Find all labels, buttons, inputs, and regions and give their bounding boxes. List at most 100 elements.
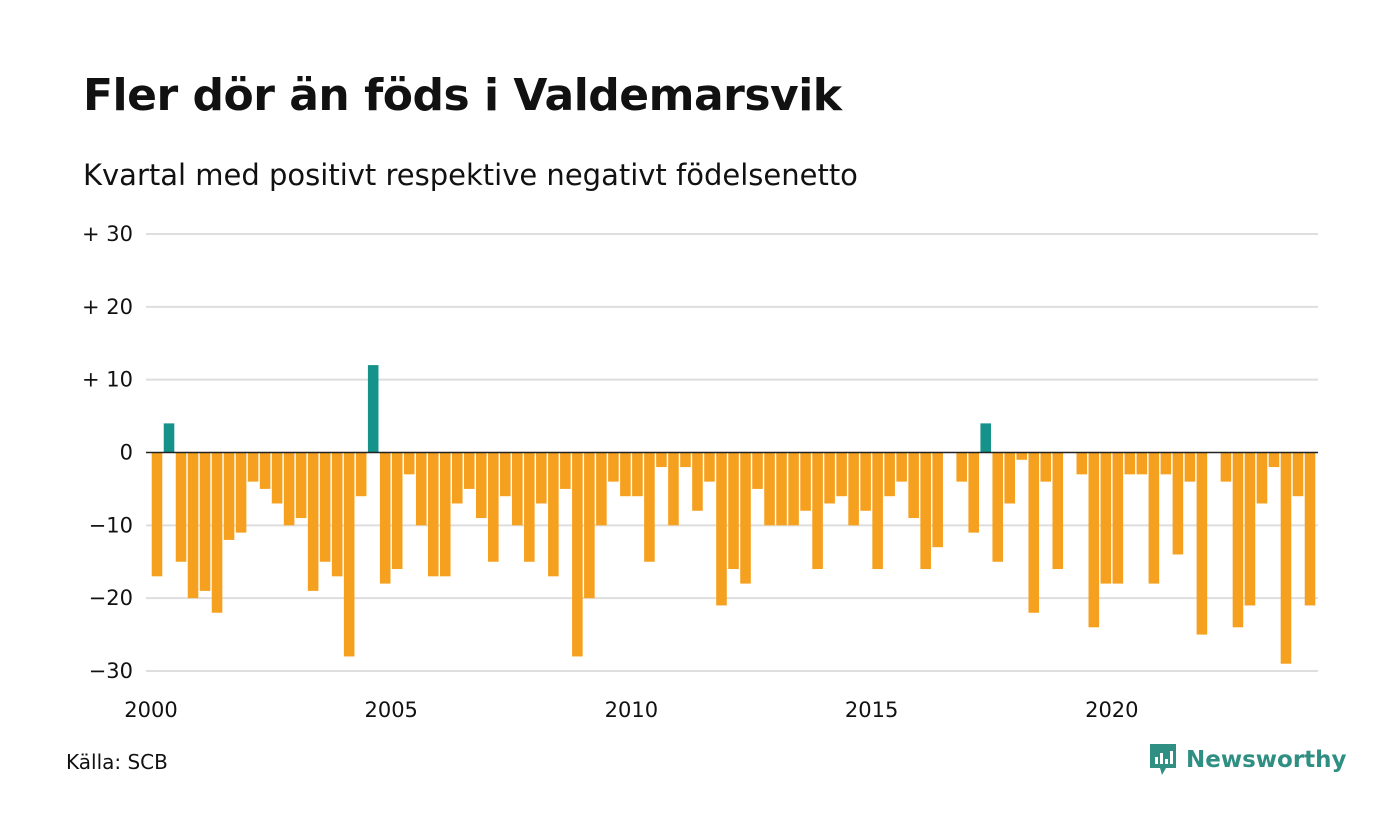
bar-negative <box>1304 452 1316 606</box>
bar-negative <box>536 452 547 504</box>
bar-negative <box>860 452 871 511</box>
bar-negative <box>872 452 883 570</box>
bar-negative <box>439 452 451 577</box>
bar-negative <box>488 452 499 562</box>
bar-negative <box>259 452 271 489</box>
bar-negative <box>764 452 775 526</box>
bar-positive <box>367 365 379 453</box>
bar-negative <box>884 452 895 497</box>
bar-negative <box>584 452 595 599</box>
bar-negative <box>548 452 559 577</box>
bar-negative <box>716 452 727 606</box>
axes: + 30 + 20 + 10 0 −10 −20 −30 2000 2005 2010 2015 20… <box>82 222 1318 722</box>
bar-negative <box>824 452 835 504</box>
y-tick-label: + 10 <box>82 368 133 392</box>
bar-negative <box>1016 452 1028 460</box>
bar-negative <box>572 452 583 657</box>
bar-negative <box>391 452 403 570</box>
bar-negative <box>968 452 979 533</box>
bar-negative <box>1244 452 1256 606</box>
bar-negative <box>1172 452 1184 555</box>
bar-negative <box>1196 452 1208 635</box>
bar-negative <box>187 452 199 599</box>
bar-negative <box>235 452 247 533</box>
x-tick-label: 2005 <box>364 698 417 722</box>
bar-negative <box>752 452 763 489</box>
bar-negative <box>1232 452 1244 628</box>
bar-negative <box>1088 452 1100 628</box>
chart-title: Fler dör än föds i Valdemarsvik <box>83 70 842 121</box>
y-tick-label: −20 <box>89 586 133 610</box>
newsworthy-logo-icon <box>1150 744 1176 775</box>
bar-negative <box>680 452 691 468</box>
bar-negative <box>1100 452 1112 584</box>
bar-negative <box>476 452 487 519</box>
bar-negative <box>355 452 367 497</box>
bar-negative <box>151 452 163 577</box>
bar-negative <box>512 452 523 526</box>
bar-negative <box>1292 452 1304 497</box>
bar-negative <box>451 452 463 504</box>
bar-negative <box>836 452 847 497</box>
bar-negative <box>223 452 235 540</box>
bar-negative <box>283 452 295 526</box>
bar-negative <box>620 452 631 497</box>
bar-negative <box>403 452 415 475</box>
brand-name: Newsworthy <box>1186 747 1347 773</box>
bar-negative <box>848 452 859 526</box>
bar-negative <box>632 452 643 497</box>
bar-negative <box>1268 452 1280 468</box>
bar-negative <box>800 452 811 511</box>
bar-negative <box>331 452 343 577</box>
y-tick-label: + 30 <box>82 222 133 246</box>
bar-negative <box>1220 452 1232 482</box>
bar-negative <box>271 452 283 504</box>
chart-subtitle: Kvartal med positivt respektive negativt… <box>83 158 858 192</box>
bar-negative <box>668 452 679 526</box>
y-tick-label: 0 <box>120 441 133 465</box>
bar-negative <box>415 452 427 526</box>
bar-negative <box>692 452 703 511</box>
bar-negative <box>1040 452 1052 482</box>
bar-negative <box>1052 452 1064 570</box>
bar-negative <box>932 452 943 548</box>
x-tick-label: 2010 <box>605 698 658 722</box>
bar-negative <box>295 452 307 519</box>
bar-negative <box>1184 452 1196 482</box>
bar-negative <box>812 452 823 570</box>
x-tick-label: 2000 <box>124 698 177 722</box>
bar-negative <box>908 452 919 519</box>
bar-positive <box>163 423 175 453</box>
x-tick-label: 2020 <box>1085 698 1138 722</box>
bar-negative <box>920 452 931 570</box>
bar-negative <box>560 452 571 489</box>
bar-negative <box>307 452 319 591</box>
y-tick-label: −30 <box>89 659 133 683</box>
bar-negative <box>199 452 211 591</box>
bar-negative <box>500 452 511 497</box>
bar-negative <box>1112 452 1124 584</box>
bar-negative <box>728 452 739 570</box>
x-tick-label: 2015 <box>845 698 898 722</box>
bar-negative <box>343 452 355 657</box>
bar-negative <box>463 452 475 489</box>
bar-negative <box>1256 452 1268 504</box>
bar-negative <box>379 452 391 584</box>
bar-negative <box>1028 452 1040 613</box>
bar-negative <box>656 452 667 468</box>
bar-negative <box>788 452 799 526</box>
bars <box>151 365 1316 664</box>
bar-negative <box>1136 452 1148 475</box>
bar-negative <box>427 452 439 577</box>
bar-negative <box>319 452 331 562</box>
bar-negative <box>247 452 259 482</box>
bar-negative <box>776 452 787 526</box>
bar-negative <box>1160 452 1172 475</box>
bar-negative <box>608 452 619 482</box>
bar-negative <box>1124 452 1136 475</box>
bar-negative <box>1148 452 1160 584</box>
source-note: Källa: SCB <box>66 750 168 774</box>
y-tick-label: + 20 <box>82 295 133 319</box>
bar-negative <box>644 452 655 562</box>
